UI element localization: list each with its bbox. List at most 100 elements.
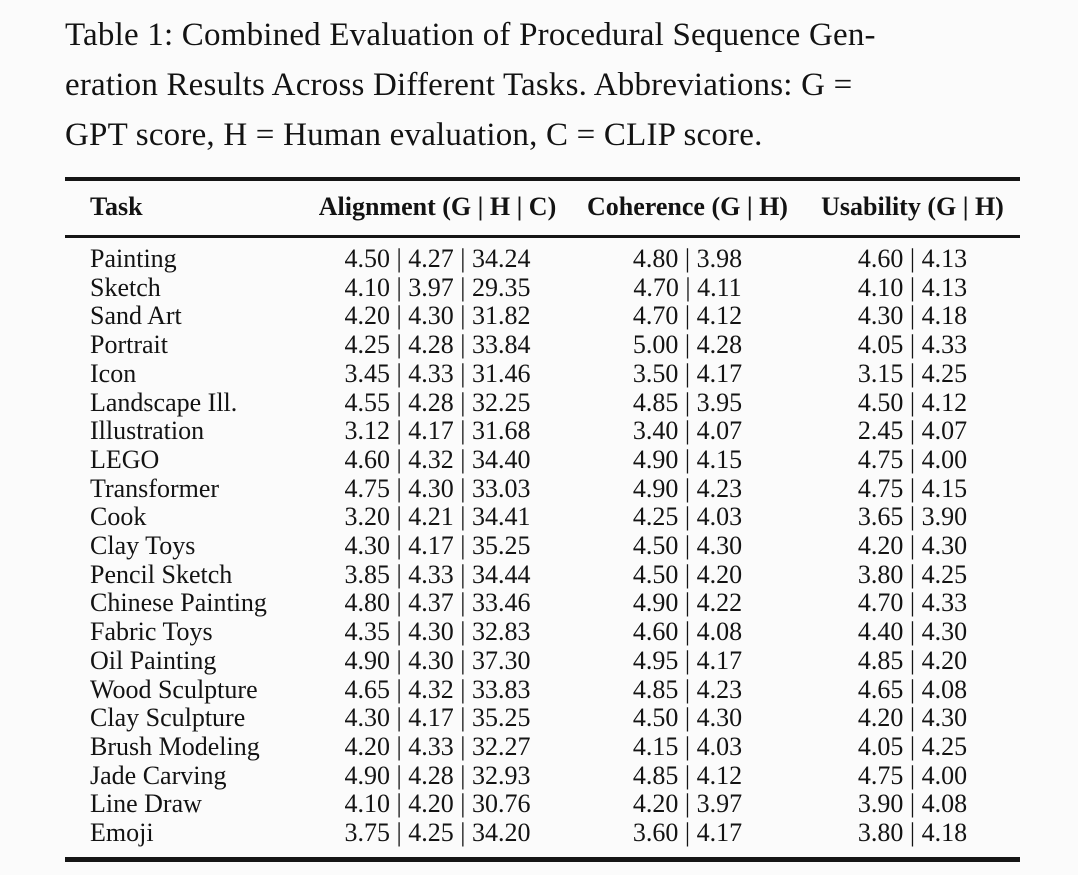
coherence-cell: 4.50 | 4.30 xyxy=(632,703,743,733)
usability-cell: 3.80 | 4.25 xyxy=(857,559,968,589)
task-cell: Wood Sculpture xyxy=(90,674,258,704)
task-cell: Chinese Painting xyxy=(90,588,267,618)
usability-cell: 4.20 | 4.30 xyxy=(857,531,968,561)
coherence-cell: 3.60 | 4.17 xyxy=(632,818,743,848)
table-row: Portrait 4.25 | 4.28 | 33.84 5.00 | 4.28 4.… xyxy=(65,330,1020,360)
alignment-cell: 4.30 | 4.17 | 35.25 xyxy=(344,531,531,561)
coherence-cell: 4.90 | 4.15 xyxy=(632,444,743,474)
usability-cell: 3.90 | 4.08 xyxy=(857,789,968,819)
table-row: Pencil Sketch 3.85 | 4.33 | 34.44 4.50 | 4… xyxy=(65,559,1020,590)
usability-cell: 3.65 | 3.90 xyxy=(857,502,968,532)
coherence-cell: 4.85 | 3.95 xyxy=(632,387,743,417)
task-cell: Transformer xyxy=(90,473,220,503)
table-row: LEGO 4.60 | 4.32 | 34.40 4.90 | 4.15 4.75 |… xyxy=(65,444,1020,475)
table-caption: Table 1: Combined Evaluation of Procedur… xyxy=(0,0,1040,160)
table-row: Sketch 4.10 | 3.97 | 29.35 4.70 | 4.11 4.10… xyxy=(65,272,1020,303)
usability-cell: 4.20 | 4.30 xyxy=(857,703,968,733)
caption-line-1: Table 1: Combined Evaluation of Procedur… xyxy=(65,17,876,53)
usability-cell: 4.60 | 4.13 xyxy=(857,244,968,273)
table-row: Clay Sculpture 4.30 | 4.17 | 35.25 4.50 | … xyxy=(65,704,1020,733)
task-cell: Fabric Toys xyxy=(90,617,213,647)
alignment-cell: 4.60 | 4.32 | 34.40 xyxy=(344,444,531,474)
alignment-cell: 4.10 | 3.97 | 29.35 xyxy=(344,272,531,302)
coherence-cell: 4.85 | 4.23 xyxy=(632,674,743,704)
coherence-cell: 5.00 | 4.28 xyxy=(632,330,743,360)
results-table: Task Alignment (G | H | C) Coherence (G … xyxy=(65,177,1020,862)
col-header-task: Task xyxy=(90,192,143,221)
alignment-cell: 4.80 | 4.37 | 33.46 xyxy=(344,588,531,618)
table-row: Illustration 3.12 | 4.17 | 31.68 3.40 | 4.… xyxy=(65,417,1020,446)
caption-line-3: GPT score, H = Human evaluation, C = CLI… xyxy=(65,117,763,153)
alignment-cell: 4.35 | 4.30 | 32.83 xyxy=(344,617,531,647)
coherence-cell: 4.15 | 4.03 xyxy=(632,731,743,761)
alignment-cell: 4.50 | 4.27 | 34.24 xyxy=(344,244,531,273)
usability-cell: 4.05 | 4.25 xyxy=(857,731,968,761)
alignment-cell: 4.55 | 4.28 | 32.25 xyxy=(344,387,531,417)
task-cell: Icon xyxy=(90,358,137,388)
alignment-cell: 4.90 | 4.30 | 37.30 xyxy=(344,645,531,675)
usability-cell: 4.05 | 4.33 xyxy=(857,330,968,360)
coherence-cell: 4.90 | 4.22 xyxy=(632,588,743,618)
task-cell: Cook xyxy=(90,502,147,532)
usability-cell: 4.85 | 4.20 xyxy=(857,645,968,675)
task-cell: Portrait xyxy=(90,330,168,360)
table-row: Emoji 3.75 | 4.25 | 34.20 3.60 | 4.17 3.80 … xyxy=(65,818,1020,859)
table-row: Cook 3.20 | 4.21 | 34.41 4.25 | 4.03 3.65 |… xyxy=(65,503,1020,532)
coherence-cell: 4.80 | 3.98 xyxy=(632,244,743,273)
usability-cell: 4.75 | 4.15 xyxy=(857,473,968,503)
task-cell: Jade Carving xyxy=(90,760,227,790)
task-cell: Oil Painting xyxy=(90,645,217,675)
alignment-cell: 4.20 | 4.30 | 31.82 xyxy=(344,301,531,331)
alignment-cell: 4.90 | 4.28 | 32.93 xyxy=(344,760,531,790)
col-header-alignment: Alignment (G | H | C) xyxy=(318,192,557,221)
alignment-cell: 4.30 | 4.17 | 35.25 xyxy=(344,703,531,733)
alignment-cell: 4.65 | 4.32 | 33.83 xyxy=(344,674,531,704)
col-header-usability: Usability (G | H) xyxy=(821,192,1004,221)
table-row: Wood Sculpture 4.65 | 4.32 | 33.83 4.85 | … xyxy=(65,674,1020,705)
coherence-cell: 4.70 | 4.11 xyxy=(633,272,742,302)
alignment-cell: 4.10 | 4.20 | 30.76 xyxy=(344,789,531,819)
table-body: Painting 4.50 | 4.27 | 34.24 4.80 | 3.98 4.… xyxy=(65,237,1020,860)
usability-cell: 4.10 | 4.13 xyxy=(857,272,968,302)
alignment-cell: 4.75 | 4.30 | 33.03 xyxy=(344,473,531,503)
task-cell: Line Draw xyxy=(90,789,202,819)
usability-cell: 4.40 | 4.30 xyxy=(857,617,968,647)
task-cell: Painting xyxy=(90,244,177,273)
coherence-cell: 3.50 | 4.17 xyxy=(632,358,743,388)
alignment-cell: 3.20 | 4.21 | 34.41 xyxy=(344,502,531,532)
alignment-cell: 4.25 | 4.28 | 33.84 xyxy=(344,330,531,360)
coherence-cell: 3.40 | 4.07 xyxy=(632,416,743,446)
task-cell: Sand Art xyxy=(90,301,182,331)
task-cell: Clay Sculpture xyxy=(90,703,246,733)
coherence-cell: 4.50 | 4.20 xyxy=(632,559,743,589)
usability-cell: 4.50 | 4.12 xyxy=(857,387,968,417)
usability-cell: 3.80 | 4.18 xyxy=(857,818,968,848)
task-cell: Sketch xyxy=(90,272,161,302)
alignment-cell: 4.20 | 4.33 | 32.27 xyxy=(344,731,531,761)
table-row: Transformer 4.75 | 4.30 | 33.03 4.90 | 4.2… xyxy=(65,473,1020,504)
coherence-cell: 4.90 | 4.23 xyxy=(632,473,743,503)
table-row: Oil Painting 4.90 | 4.30 | 37.30 4.95 | 4.… xyxy=(65,645,1020,676)
usability-cell: 4.65 | 4.08 xyxy=(857,674,968,704)
table-row: Fabric Toys 4.35 | 4.30 | 32.83 4.60 | 4.0… xyxy=(65,617,1020,647)
table-row: Painting 4.50 | 4.27 | 34.24 4.80 | 3.98 4.… xyxy=(65,237,1020,274)
table-row: Icon 3.45 | 4.33 | 31.46 3.50 | 4.17 3.15 |… xyxy=(65,358,1020,389)
task-cell: Emoji xyxy=(90,818,154,848)
task-cell: Pencil Sketch xyxy=(90,559,233,589)
coherence-cell: 4.85 | 4.12 xyxy=(632,760,743,790)
table-row: Chinese Painting 4.80 | 4.37 | 33.46 4.90 … xyxy=(65,589,1020,618)
usability-cell: 4.70 | 4.33 xyxy=(857,588,968,618)
task-cell: Brush Modeling xyxy=(90,731,260,761)
usability-cell: 2.45 | 4.07 xyxy=(857,416,968,446)
alignment-cell: 3.85 | 4.33 | 34.44 xyxy=(344,559,531,589)
table-row: Sand Art 4.20 | 4.30 | 31.82 4.70 | 4.12 4.… xyxy=(65,302,1020,331)
table-row: Landscape Ill. 4.55 | 4.28 | 32.25 4.85 | … xyxy=(65,387,1020,418)
alignment-cell: 3.75 | 4.25 | 34.20 xyxy=(344,818,531,848)
table-row: Brush Modeling 4.20 | 4.33 | 32.27 4.15 | … xyxy=(65,731,1020,762)
coherence-cell: 4.25 | 4.03 xyxy=(632,502,743,532)
coherence-cell: 4.70 | 4.12 xyxy=(632,301,743,331)
coherence-cell: 4.60 | 4.08 xyxy=(632,617,743,647)
header-row: Task Alignment (G | H | C) Coherence (G … xyxy=(65,179,1020,237)
usability-cell: 4.75 | 4.00 xyxy=(857,760,968,790)
